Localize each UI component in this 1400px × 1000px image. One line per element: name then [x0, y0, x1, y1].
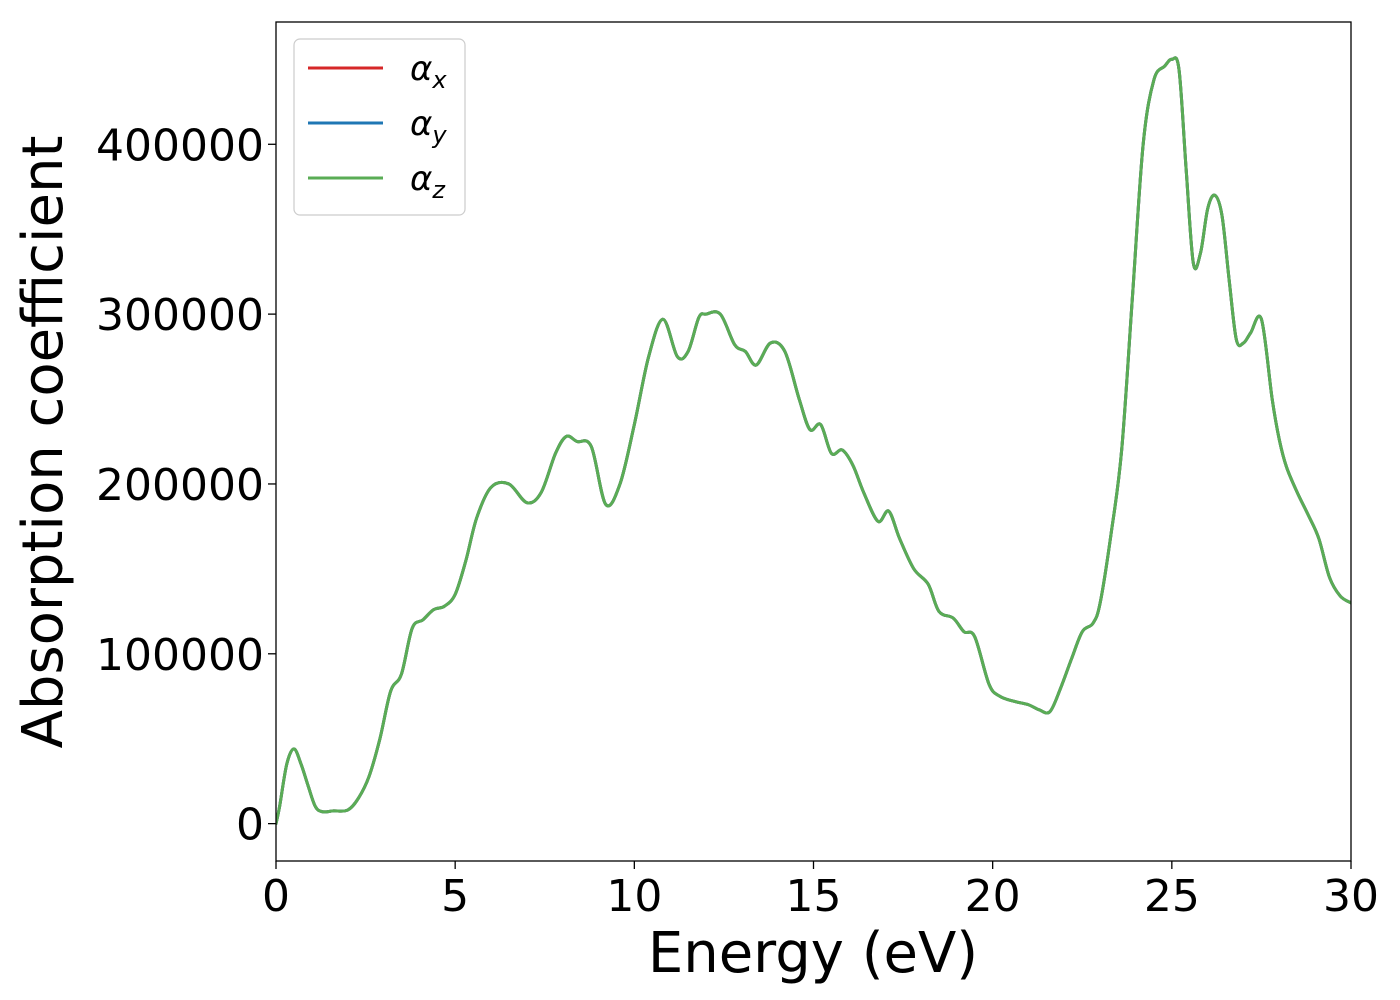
y-tick-label: 0 [236, 800, 264, 851]
y-tick-label: 300000 [96, 290, 264, 341]
x-tick-label: 25 [1144, 871, 1200, 922]
y-tick-label: 200000 [96, 460, 264, 511]
x-tick-label: 5 [441, 871, 469, 922]
legend-label-alpha-y: αy [410, 104, 447, 149]
y-tick-label: 400000 [96, 120, 264, 171]
legend-symbol: α [410, 104, 432, 144]
x-tick-label: 15 [786, 871, 842, 922]
y-axis-ticks: 0 100000 200000 300000 400000 [96, 120, 276, 851]
x-tick-label: 10 [606, 871, 662, 922]
legend-box [293, 38, 466, 216]
x-tick-label: 20 [965, 871, 1021, 922]
legend-subscript: x [431, 66, 447, 94]
legend-symbol: α [410, 49, 432, 89]
x-axis-ticks: 0 5 10 15 20 25 30 [262, 861, 1379, 922]
x-tick-label: 0 [262, 871, 290, 922]
legend-subscript: z [431, 176, 446, 204]
x-tick-label: 30 [1323, 871, 1379, 922]
legend-symbol: α [410, 159, 432, 199]
series-line-alpha-z [276, 56, 1351, 826]
series-layer [276, 56, 1351, 826]
y-axis-label: Absorption coefficient [11, 136, 76, 749]
x-axis-label: Energy (eV) [648, 921, 978, 986]
legend-label-alpha-x: αx [410, 49, 447, 94]
legend-subscript: y [431, 121, 447, 149]
y-tick-label: 100000 [96, 630, 264, 681]
legend-label-alpha-z: αz [410, 159, 446, 204]
